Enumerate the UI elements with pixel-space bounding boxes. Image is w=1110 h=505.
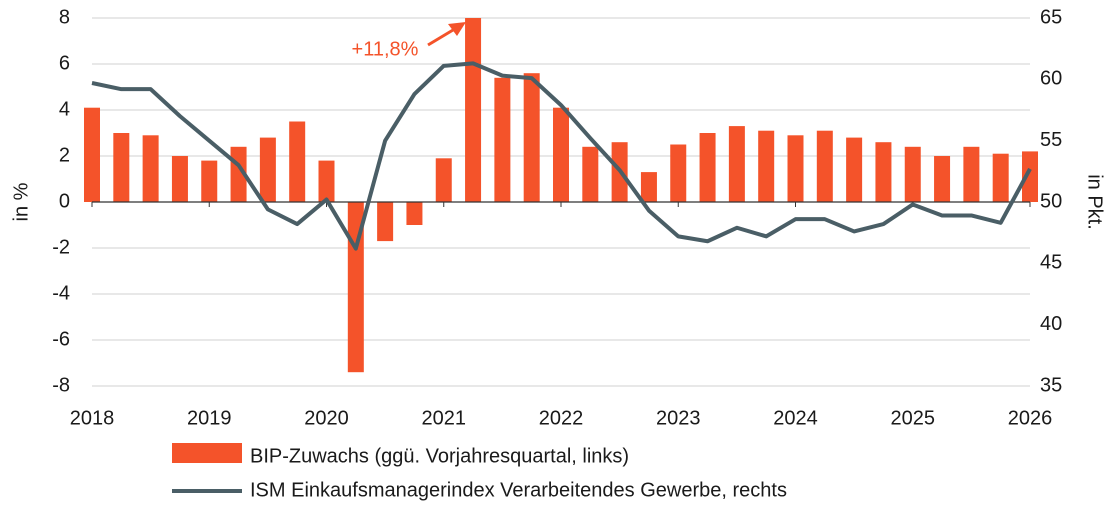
bar xyxy=(318,160,335,202)
bar xyxy=(406,202,423,225)
bar xyxy=(377,202,394,242)
x-tick-label: 2023 xyxy=(656,407,701,429)
bar xyxy=(553,107,569,202)
y-tick-label: 2 xyxy=(59,144,70,166)
line xyxy=(91,61,1032,251)
y-axis-label: in % xyxy=(10,182,32,221)
bar xyxy=(728,126,745,202)
bar xyxy=(435,158,452,202)
y2-tick-label: 60 xyxy=(1040,68,1062,90)
bar xyxy=(904,146,921,202)
legend-label: ISM Einkaufsmanagerindex Verarbeitendes … xyxy=(250,479,787,501)
bar xyxy=(142,135,159,202)
y2-tick-label: 50 xyxy=(1040,190,1062,212)
legend-label: BIP-Zuwachs (ggü. Vorjahresquartal, link… xyxy=(250,445,629,467)
x-tick-label: 2018 xyxy=(70,407,115,429)
y-tick-label: 8 xyxy=(59,6,70,28)
bar xyxy=(670,144,687,202)
y-tick-label: -6 xyxy=(52,328,70,350)
bar xyxy=(259,137,276,202)
bar xyxy=(992,153,1009,202)
bar xyxy=(816,130,833,202)
bar xyxy=(465,18,482,202)
y2-tick-label: 40 xyxy=(1040,313,1062,335)
bar xyxy=(494,77,511,202)
x-tick-label: 2019 xyxy=(187,407,232,429)
y2-tick-label: 35 xyxy=(1040,374,1062,396)
bar xyxy=(758,130,775,202)
bar xyxy=(171,156,188,202)
annotation-arrowhead xyxy=(448,22,466,36)
x-tick-label: 2022 xyxy=(539,407,584,429)
y-tick-label: 4 xyxy=(59,98,70,120)
y-tick-label: 6 xyxy=(59,52,70,74)
bar xyxy=(523,73,540,202)
y2-tick-label: 55 xyxy=(1040,129,1062,151)
y2-axis-label: in Pkt. xyxy=(1084,174,1106,230)
legend-swatch xyxy=(172,443,242,463)
x-tick-label: 2026 xyxy=(1008,407,1053,429)
bar xyxy=(875,142,892,202)
y-tick-label: 0 xyxy=(59,190,70,212)
bar xyxy=(934,156,951,202)
bar xyxy=(582,146,599,202)
bar xyxy=(84,107,100,202)
bar xyxy=(289,121,306,202)
x-tick-label: 2025 xyxy=(891,407,936,429)
y-tick-label: -8 xyxy=(52,374,70,396)
y2-tick-label: 65 xyxy=(1040,6,1062,28)
annotation: +11,8% xyxy=(352,38,419,60)
y-tick-label: -4 xyxy=(52,282,70,304)
bar xyxy=(699,133,716,202)
bar xyxy=(846,137,863,202)
x-tick-label: 2021 xyxy=(422,407,467,429)
bar xyxy=(1022,151,1038,202)
x-tick-label: 2024 xyxy=(773,407,818,429)
y-tick-label: -2 xyxy=(52,236,70,258)
x-tick-label: 2020 xyxy=(304,407,349,429)
bar xyxy=(201,160,218,202)
plot-area xyxy=(84,18,1038,373)
y2-tick-label: 45 xyxy=(1040,252,1062,274)
bar xyxy=(113,133,130,202)
bar xyxy=(963,146,980,202)
bar xyxy=(640,172,657,202)
bar xyxy=(787,135,804,202)
